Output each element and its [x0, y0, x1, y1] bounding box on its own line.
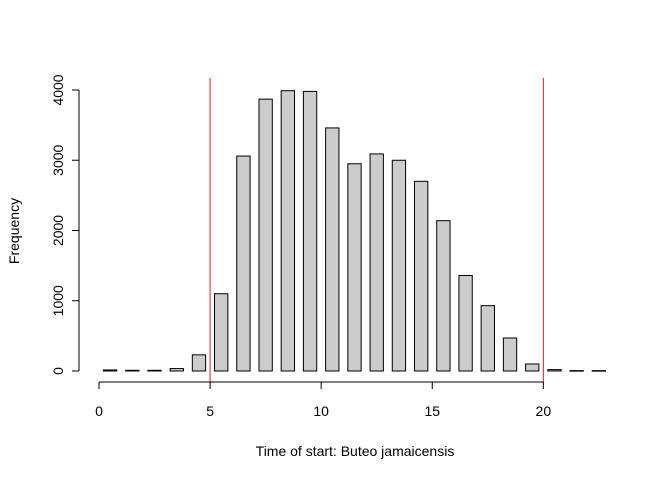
- histogram-bar: [214, 293, 229, 372]
- x-axis: 0 5 10 15 20: [95, 381, 552, 419]
- histogram-bar: [502, 337, 518, 372]
- y-tick-label: 4000: [50, 74, 66, 105]
- histogram-bar: [391, 159, 407, 372]
- x-tick-label: 20: [536, 403, 552, 419]
- histogram-bar: [347, 163, 362, 372]
- x-tick-label: 5: [206, 403, 214, 419]
- histogram-bar: [436, 220, 451, 372]
- y-tick-label: 0: [50, 367, 66, 375]
- x-axis-title: Time of start: Buteo jamaicensis: [256, 443, 455, 459]
- histogram-bar: [280, 90, 296, 372]
- histogram-bar: [147, 369, 162, 372]
- histogram-bar: [369, 153, 384, 372]
- histogram-bar: [102, 369, 118, 372]
- histogram-bar: [547, 369, 562, 372]
- histogram-bar: [302, 90, 318, 372]
- reference-lines-group: [209, 78, 544, 383]
- y-tick-label: 2000: [50, 215, 66, 246]
- x-tick-label: 10: [313, 403, 329, 419]
- histogram-bar: [191, 354, 207, 372]
- histogram-bar: [125, 369, 140, 372]
- y-tick-label: 1000: [50, 285, 66, 316]
- y-axis: 0 1000 2000 3000 4000: [50, 74, 80, 375]
- histogram-bar: [525, 363, 540, 372]
- histogram-bar: [258, 98, 273, 372]
- histogram-bar: [325, 127, 340, 372]
- bars-group: [102, 90, 607, 372]
- x-tick-label: 0: [95, 403, 103, 419]
- histogram-bar: [569, 370, 584, 372]
- histogram-bar: [458, 274, 473, 372]
- y-axis-title: Frequency: [6, 198, 22, 264]
- histogram-bar: [236, 155, 251, 372]
- histogram-bar: [480, 305, 495, 372]
- histogram-bar: [413, 180, 429, 372]
- y-tick-label: 3000: [50, 144, 66, 175]
- histogram-bar: [591, 370, 607, 372]
- histogram-bar: [169, 368, 184, 372]
- x-tick-label: 15: [424, 403, 440, 419]
